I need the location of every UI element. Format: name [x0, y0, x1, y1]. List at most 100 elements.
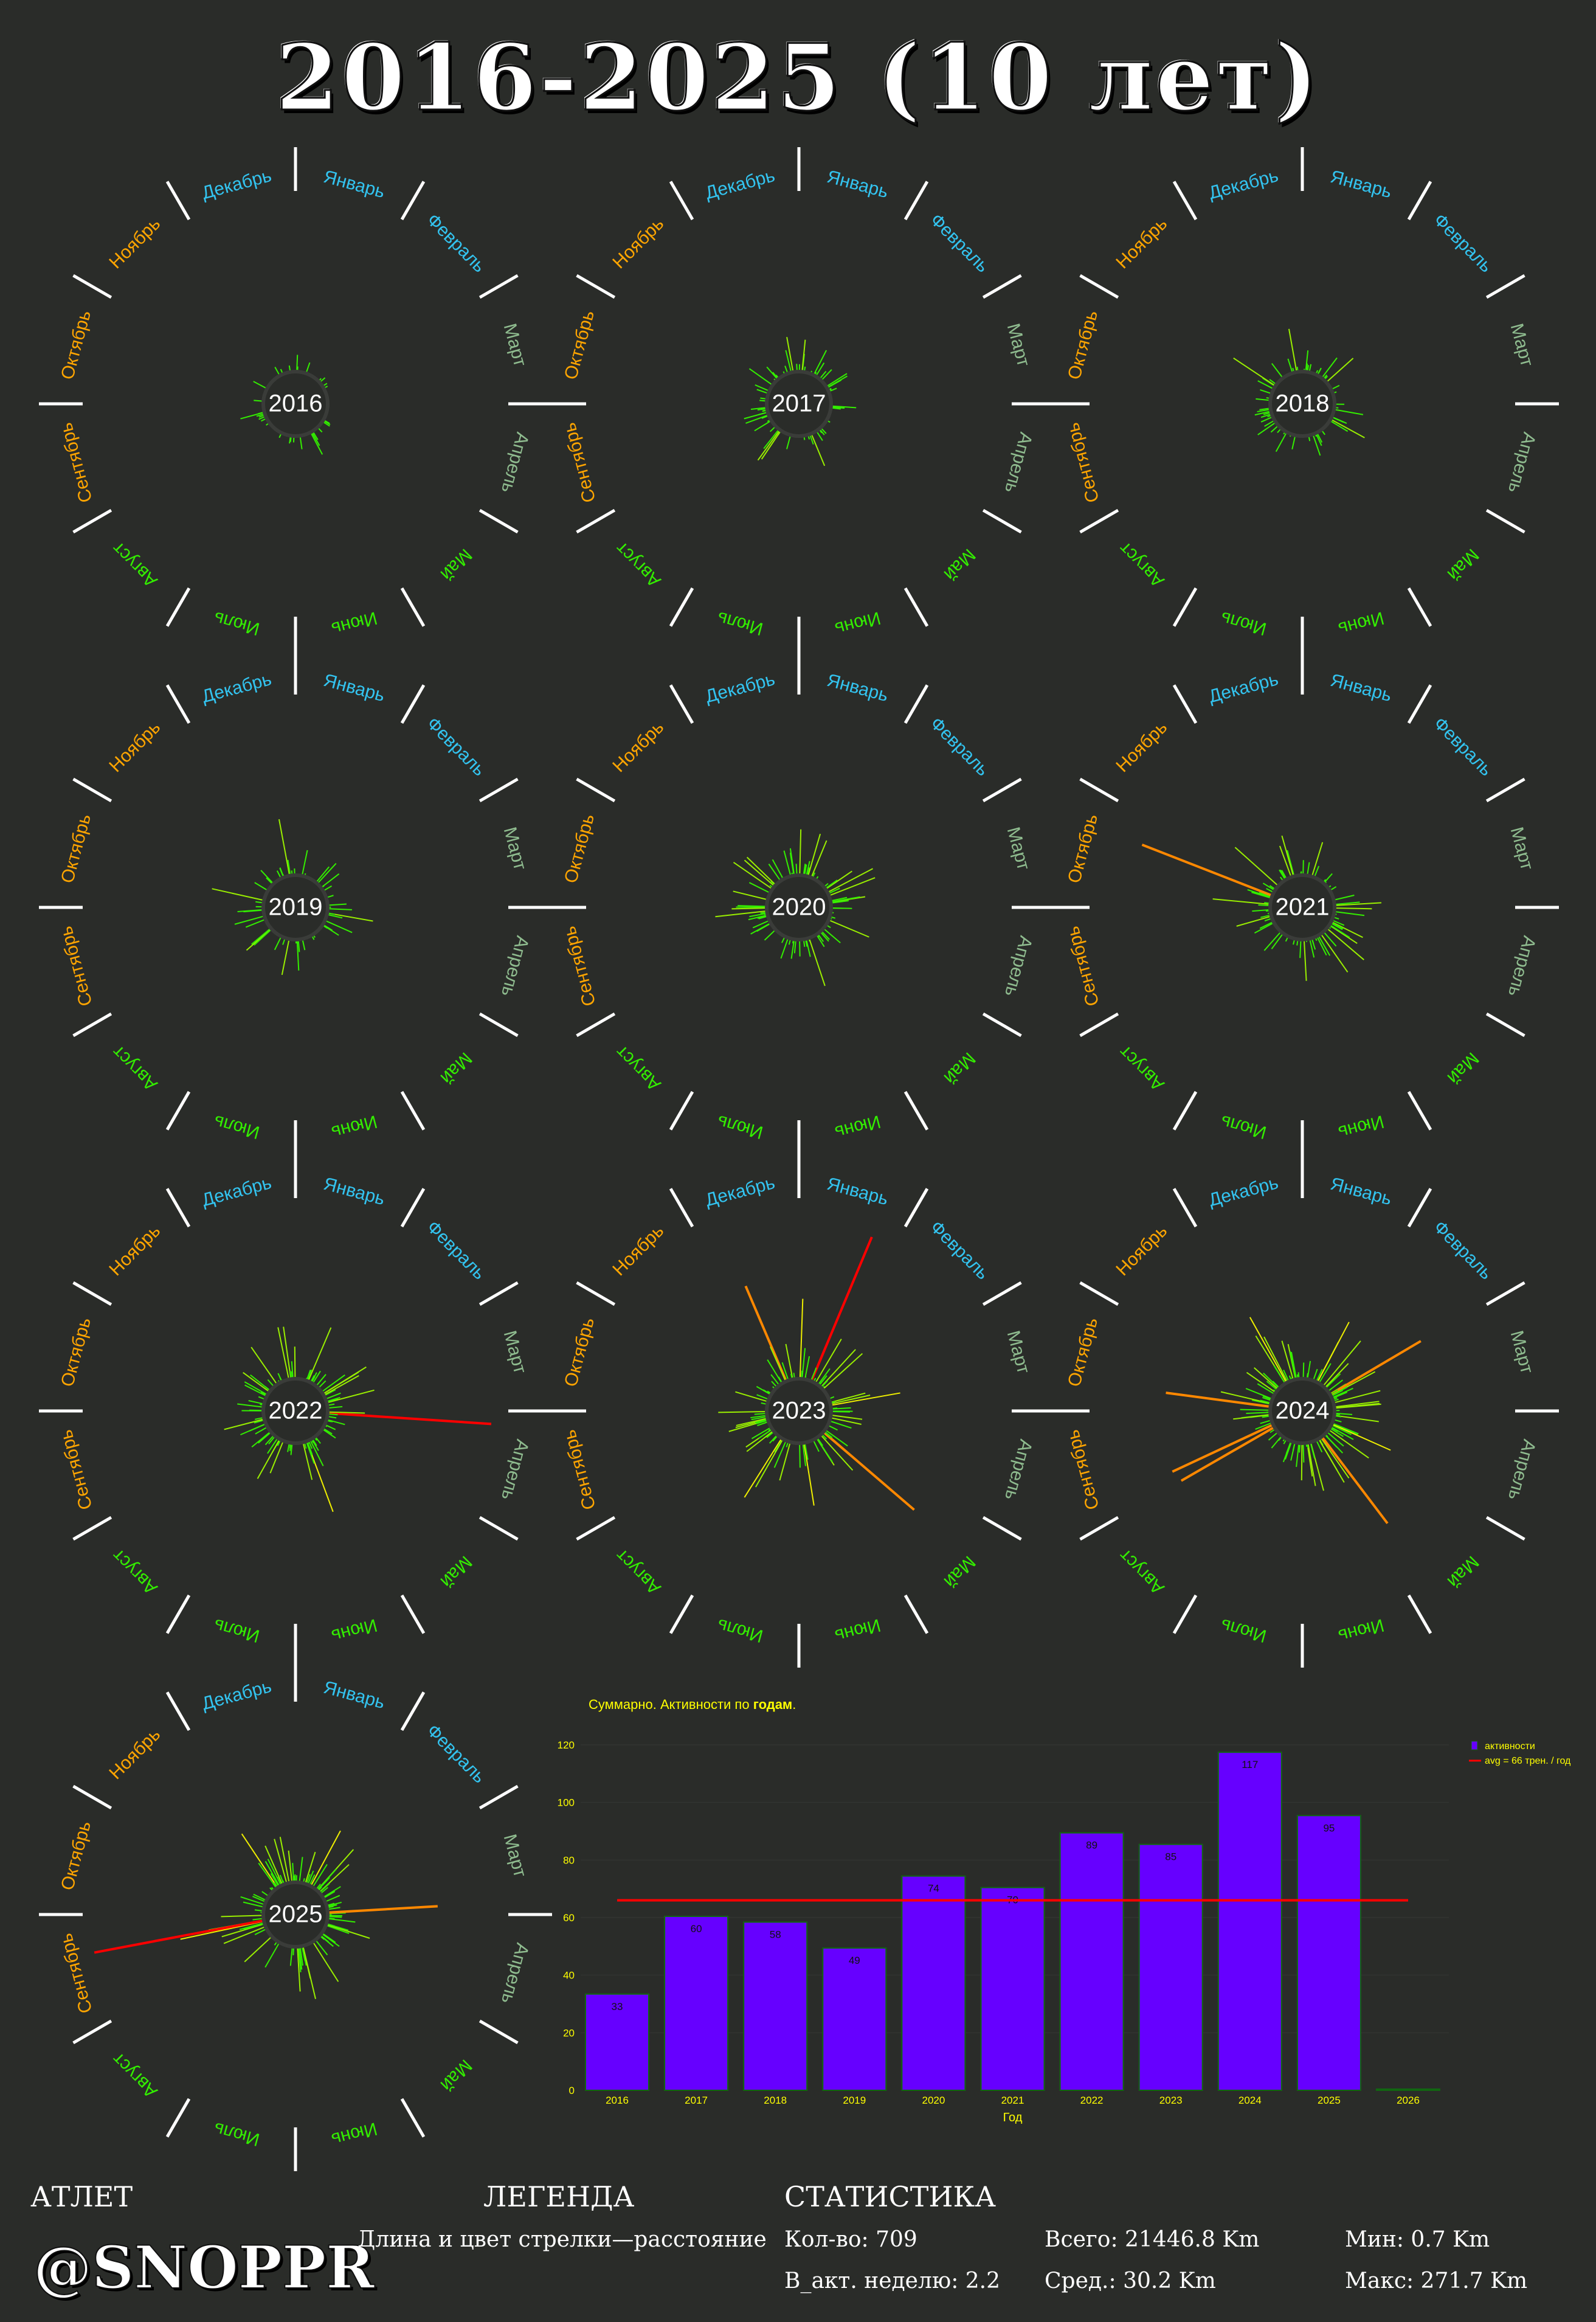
activity-spike — [237, 909, 263, 912]
activity-spike — [770, 1346, 786, 1381]
month-divider-tick — [903, 1090, 929, 1131]
activity-spike — [756, 1394, 769, 1400]
month-divider-tick — [72, 274, 112, 299]
x-tick-label: 2023 — [1159, 2095, 1183, 2106]
activity-spike — [328, 1916, 342, 1918]
activity-spike — [826, 924, 831, 929]
radial-calendar-2023: Январь Февраль Март Апрель Май Июнь Июль Август… — [542, 1154, 1055, 1668]
month-label: Июль — [212, 608, 261, 639]
activity-spike — [1316, 937, 1327, 956]
activity-spike — [786, 435, 791, 449]
activity-spike — [1311, 842, 1324, 876]
activity-spike — [820, 370, 827, 379]
month-divider-tick — [72, 2019, 112, 2045]
activity-spike — [754, 420, 771, 432]
month-divider-tick — [478, 274, 519, 299]
x-tick-label: 2026 — [1397, 2095, 1420, 2106]
y-tick-label: 120 — [558, 1739, 575, 1751]
activity-spike — [715, 910, 766, 918]
activity-spike — [327, 1419, 333, 1423]
activity-spike — [251, 1432, 271, 1448]
month-divider-tick — [478, 508, 519, 534]
month-divider-tick — [1407, 1188, 1432, 1228]
activity-spike — [769, 426, 776, 432]
month-divider-tick — [982, 1281, 1022, 1306]
month-divider-tick — [1079, 777, 1119, 803]
activity-spike — [292, 1863, 294, 1882]
activity-spike — [1257, 380, 1273, 389]
activity-spike — [283, 1326, 292, 1378]
activity-spike — [1335, 902, 1382, 906]
activity-spike — [817, 1438, 823, 1446]
activity-spike — [303, 1878, 305, 1882]
radial-calendar-2024: Январь Февраль Март Апрель Май Июнь Июль Август… — [1046, 1154, 1559, 1668]
month-divider-tick — [576, 274, 616, 299]
activity-spike — [274, 1839, 288, 1883]
month-divider-tick — [400, 1691, 426, 1731]
activity-spike — [234, 915, 264, 925]
activity-spike — [274, 937, 282, 951]
month-divider-tick — [400, 181, 426, 221]
activity-spike — [821, 428, 827, 434]
activity-spike — [733, 890, 767, 900]
month-label: Сентябрь — [1063, 1428, 1104, 1512]
activity-spike — [297, 940, 300, 952]
activity-spike — [311, 432, 320, 446]
activity-spike — [266, 877, 273, 884]
month-divider-tick — [72, 1784, 112, 1810]
activity-spike — [309, 1874, 316, 1885]
activity-spike — [804, 864, 807, 875]
month-divider-tick — [982, 508, 1022, 534]
page-title: 2016-2025 (10 лет) — [275, 24, 1321, 133]
month-divider-tick — [669, 684, 694, 724]
activity-spike — [801, 339, 806, 371]
activity-spike — [302, 850, 308, 875]
bar-value-label: 49 — [849, 1955, 860, 1966]
month-divider-tick — [669, 1188, 694, 1228]
month-label: Март — [1003, 1328, 1034, 1376]
activity-spike — [1299, 1444, 1301, 1453]
activity-spike — [1332, 1387, 1353, 1398]
activity-spike — [1220, 1391, 1270, 1404]
activity-spike — [1279, 869, 1286, 879]
month-divider-tick — [1079, 274, 1119, 299]
activity-spike — [323, 420, 331, 425]
activity-spike — [258, 1862, 277, 1888]
activity-spike — [244, 1384, 266, 1396]
activity-spike — [832, 407, 841, 410]
activity-spike — [261, 1891, 269, 1896]
month-divider-tick — [72, 508, 112, 534]
activity-spike — [1331, 923, 1343, 931]
legend-label-activities: активности — [1485, 1741, 1535, 1752]
activity-spike — [320, 1887, 328, 1894]
x-tick-label: 2025 — [1318, 2095, 1341, 2106]
radial-calendar-2019: Январь Февраль Март Апрель Май Июнь Июль Август… — [39, 651, 552, 1164]
activity-spike — [1321, 1438, 1350, 1479]
activity-spike — [243, 1371, 269, 1392]
activity-spike — [786, 336, 794, 372]
year-center-ring — [261, 370, 330, 438]
activity-spike — [766, 1432, 774, 1438]
year-center-ring — [261, 873, 330, 941]
activity-spike — [817, 1438, 833, 1463]
year-center-ring — [765, 370, 833, 438]
activity-spike — [289, 437, 291, 444]
activity-spike — [1260, 414, 1271, 418]
activity-spike — [772, 859, 784, 879]
activity-spike — [1264, 420, 1274, 427]
activity-spike — [253, 1893, 266, 1901]
month-divider-tick — [165, 1691, 191, 1731]
activity-spike — [786, 1442, 789, 1447]
activity-spike — [811, 434, 826, 466]
month-label: Июль — [715, 1111, 765, 1143]
activity-spike — [831, 1401, 835, 1404]
activity-spike — [1252, 1399, 1270, 1405]
activity-spike — [1172, 1424, 1273, 1473]
activity-spike — [1263, 932, 1281, 951]
activity-spike — [810, 1367, 817, 1381]
month-label: Июль — [715, 608, 765, 639]
month-divider-tick — [903, 587, 929, 627]
activity-spike — [319, 1882, 330, 1893]
month-label: Ноябрь — [1112, 1221, 1171, 1280]
activity-spike — [1277, 428, 1281, 434]
